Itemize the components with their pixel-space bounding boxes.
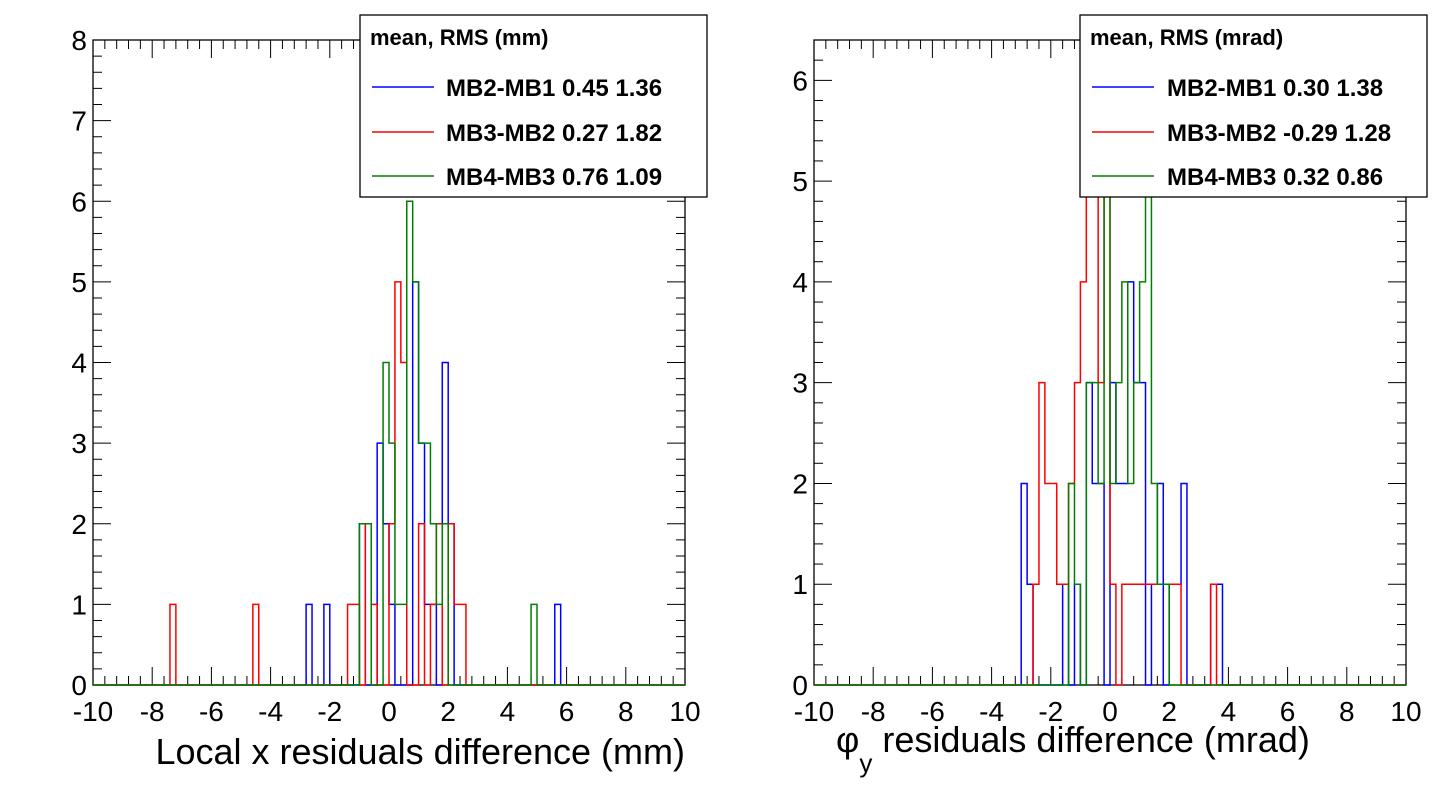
x-tick-label: -8 (861, 696, 886, 727)
y-tick-label: 4 (71, 348, 87, 379)
x-tick-label: 10 (1390, 696, 1421, 727)
x-tick-label: 6 (559, 696, 575, 727)
x-tick-label: 8 (1339, 696, 1355, 727)
y-tick-label: 6 (71, 186, 87, 217)
x-tick-label: -2 (1038, 696, 1063, 727)
series-line-2 (93, 281, 685, 686)
x-axis-title-text: residuals difference (mrad) (872, 719, 1310, 760)
legend-entry-2: MB3-MB2 -0.29 1.28 (1167, 120, 1391, 147)
x-tick-label: 0 (1102, 696, 1118, 727)
x-tick-label: 4 (1221, 696, 1237, 727)
y-tick-label: 5 (792, 166, 808, 197)
legend-entry-2: MB3-MB2 0.27 1.82 (446, 120, 662, 147)
y-tick-label: 2 (792, 468, 808, 499)
x-axis-title: Local x residuals difference (mm) (155, 731, 685, 772)
x-tick-label: -6 (199, 696, 224, 727)
legend-box (359, 14, 708, 198)
y-tick-label: 0 (71, 670, 87, 701)
legend: mean, RMS (mrad) MB2-MB1 0.30 1.38 MB3-MB2… (1079, 14, 1428, 198)
x-axis-title-symbol: φ (836, 719, 859, 760)
chart-panel-1: -10 -8 -6 -4 -2 0 2 4 6 8 10 0 1 2 3 4 5 6 7 8 Local x resid… (71, 14, 708, 772)
x-tick-label: -4 (979, 696, 1004, 727)
legend-header: mean, RMS (mm) (370, 25, 548, 50)
y-tick-label: 5 (71, 267, 87, 298)
legend-entry-1: MB2-MB1 0.45 1.36 (446, 75, 662, 102)
legend: mean, RMS (mm) MB2-MB1 0.45 1.36 MB3-MB2 0… (359, 14, 708, 198)
y-tick-label: 1 (792, 569, 808, 600)
legend-entry-3: MB4-MB3 0.32 0.86 (1167, 164, 1383, 191)
y-tick-label: 4 (792, 267, 808, 298)
x-tick-label: -2 (317, 696, 342, 727)
x-tick-label: -4 (258, 696, 283, 727)
x-tick-label: -10 (73, 696, 113, 727)
y-tick-label: 1 (71, 589, 87, 620)
x-axis-title: φy residuals difference (mrad) (836, 719, 1310, 778)
series-line-3 (814, 180, 1406, 686)
x-axis-title-subscript: y (859, 748, 872, 778)
x-tick-label: -10 (794, 696, 834, 727)
y-tick-label: 0 (792, 670, 808, 701)
y-tick-label: 7 (71, 106, 87, 137)
x-tick-label: -8 (140, 696, 165, 727)
x-tick-label: -6 (920, 696, 945, 727)
y-tick-label: 8 (71, 25, 87, 56)
legend-entry-3: MB4-MB3 0.76 1.09 (446, 164, 662, 191)
x-tick-label: 10 (669, 696, 700, 727)
y-tick-label: 2 (71, 509, 87, 540)
x-tick-label: 2 (440, 696, 456, 727)
legend-header: mean, RMS (mrad) (1090, 25, 1283, 50)
series-line-3 (93, 200, 685, 686)
y-tick-label: 3 (792, 368, 808, 399)
legend-entry-1: MB2-MB1 0.30 1.38 (1167, 75, 1383, 102)
y-tick-label: 3 (71, 428, 87, 459)
x-tick-label: 2 (1161, 696, 1177, 727)
x-tick-label: 6 (1280, 696, 1296, 727)
legend-box (1079, 14, 1428, 198)
x-tick-label: 4 (500, 696, 516, 727)
y-tick-label: 6 (792, 65, 808, 96)
x-tick-label: 8 (618, 696, 634, 727)
x-tick-label: 0 (381, 696, 397, 727)
